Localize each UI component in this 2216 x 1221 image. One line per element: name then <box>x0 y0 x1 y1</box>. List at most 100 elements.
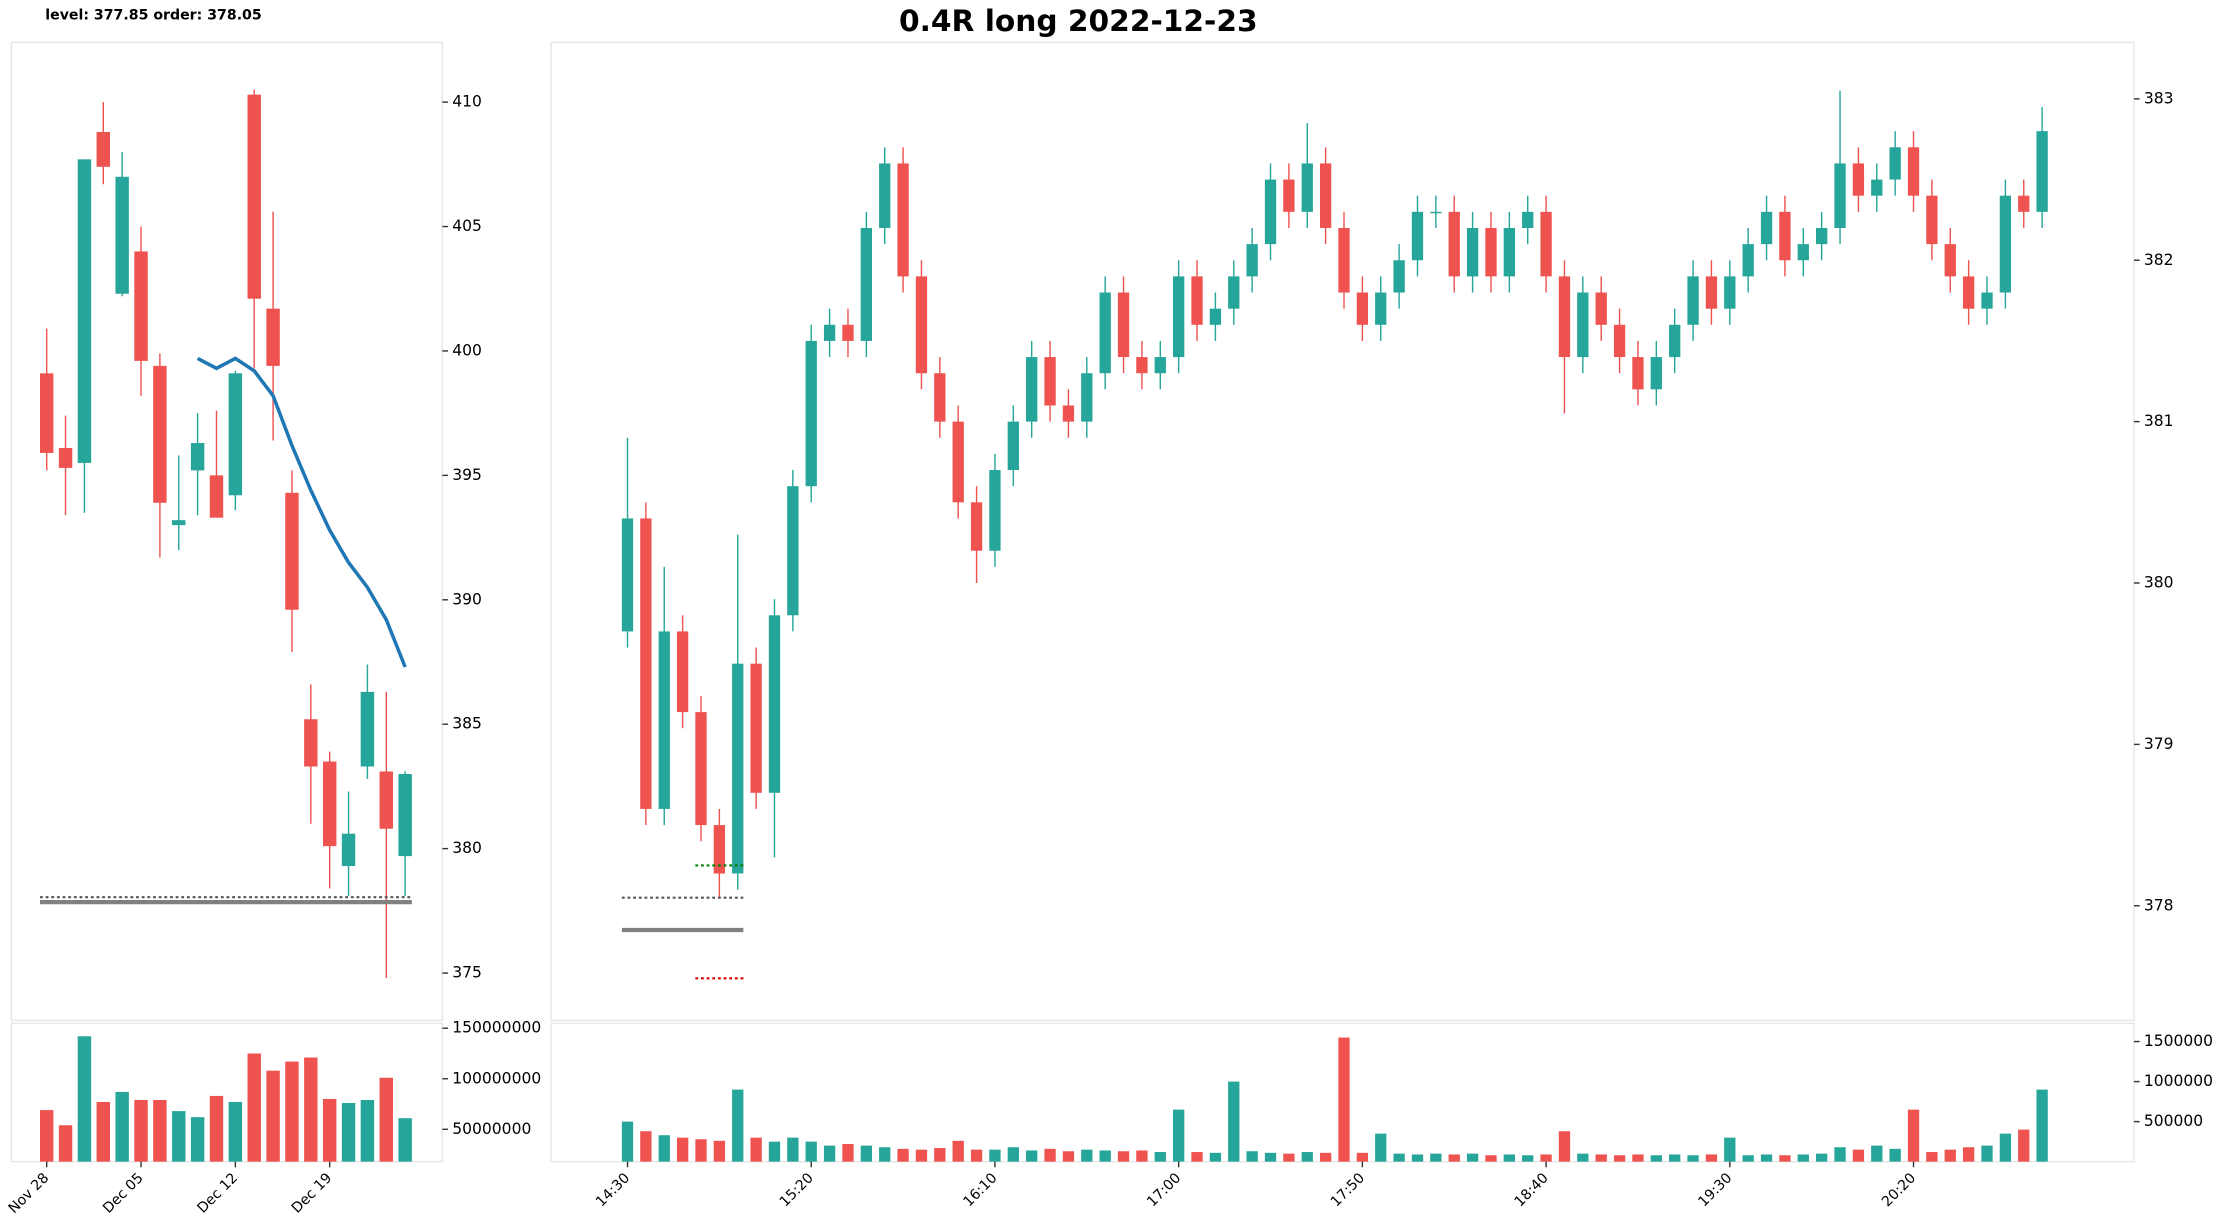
y-tick-label: 380 <box>452 839 482 857</box>
candle-body <box>1687 276 1699 325</box>
volume-bar <box>879 1147 891 1162</box>
volume-bar <box>1081 1149 1093 1162</box>
candle-body <box>842 324 854 341</box>
candle-body <box>360 691 375 767</box>
candle-body <box>1522 211 1534 228</box>
y-tick-label: 390 <box>452 590 482 608</box>
candle-body <box>1246 244 1258 277</box>
volume-bar <box>1375 1133 1387 1162</box>
volume-bar <box>1246 1151 1258 1162</box>
volume-bar <box>172 1111 186 1162</box>
volume-bar <box>1687 1155 1699 1162</box>
candle-body <box>1062 405 1075 422</box>
candle-body <box>1319 163 1332 228</box>
volume-bar <box>621 1121 634 1162</box>
volume-bar <box>1889 1148 1901 1162</box>
x-tick-label: Dec 05 <box>100 1170 147 1217</box>
volume-bar <box>1393 1153 1405 1162</box>
candle-body <box>1228 276 1240 309</box>
volume-bar <box>1907 1109 1920 1162</box>
candle-body <box>676 631 689 713</box>
volume-bar <box>823 1145 836 1162</box>
volume-bar <box>209 1095 224 1162</box>
candle-body <box>1962 276 1975 309</box>
candle-body <box>1724 276 1736 309</box>
candle-body <box>1907 147 1920 196</box>
volume-bar <box>732 1089 744 1162</box>
candle-body <box>1816 227 1828 245</box>
y-tick-label: 378 <box>2144 896 2174 914</box>
candle-body <box>658 631 670 809</box>
volume-bar <box>713 1140 726 1162</box>
candle-body <box>153 365 167 503</box>
candle-body <box>96 131 111 167</box>
price-panel <box>550 41 2135 1022</box>
candle-body <box>1779 211 1791 261</box>
volume-bar <box>1926 1152 1938 1162</box>
volume-bar <box>379 1077 393 1162</box>
candle-body <box>58 448 73 468</box>
volume-bar <box>190 1117 205 1162</box>
volume-bar <box>1632 1154 1644 1162</box>
candle-body <box>915 276 928 374</box>
volume-bar <box>1650 1155 1662 1162</box>
candle-body <box>266 308 280 366</box>
volume-bar <box>77 1036 92 1162</box>
candle-body <box>1981 292 1993 309</box>
volume-bar <box>860 1145 872 1162</box>
y-tick-label: 385 <box>452 715 482 733</box>
candle-body <box>989 470 1001 551</box>
volume-bar <box>247 1053 261 1162</box>
candle-body <box>341 833 356 867</box>
candle-body <box>1356 292 1369 325</box>
candle-body <box>897 163 909 277</box>
volume-bar <box>341 1103 356 1162</box>
y-tick-label: 379 <box>2144 735 2174 753</box>
volume-bar <box>1007 1147 1019 1162</box>
volume-bar <box>787 1137 799 1162</box>
candle-body <box>209 475 224 518</box>
y-tick-label: 405 <box>452 217 482 235</box>
volume-bar <box>115 1091 129 1162</box>
candle-body <box>379 771 393 829</box>
candle-body <box>1338 227 1350 293</box>
candle-body <box>1632 357 1644 390</box>
x-tick-label: 20:20 <box>1879 1170 1919 1210</box>
volume-tick-label: 1000000 <box>2144 1072 2213 1090</box>
candle-body <box>1081 373 1093 422</box>
volume-bar <box>39 1110 54 1162</box>
candle-body <box>750 663 762 793</box>
header-note: level: 377.85 order: 378.05 <box>45 8 261 24</box>
volume-bar <box>285 1061 299 1162</box>
volume-bar <box>805 1141 817 1162</box>
y-tick-label: 381 <box>2144 412 2174 430</box>
volume-bar <box>1871 1145 1883 1162</box>
volume-bar <box>2036 1089 2048 1162</box>
candle-body <box>1760 211 1773 245</box>
volume-bar <box>1485 1155 1497 1162</box>
volume-bar <box>952 1140 964 1162</box>
candle-body <box>1705 276 1718 309</box>
candle-body <box>172 520 186 526</box>
candle-body <box>39 373 54 453</box>
volume-bar <box>96 1102 111 1162</box>
volume-bar <box>1558 1131 1571 1162</box>
candle-body <box>970 502 983 551</box>
volume-bar <box>1981 1145 1993 1162</box>
candle-body <box>1503 227 1515 277</box>
candle-body <box>1650 357 1662 390</box>
y-tick-label: 382 <box>2144 251 2174 269</box>
candle-body <box>1852 163 1865 196</box>
volume-bar <box>266 1070 280 1162</box>
candle-body <box>1301 163 1313 212</box>
volume-bar <box>1577 1153 1589 1162</box>
candle-body <box>1944 244 1956 277</box>
candle-body <box>115 176 129 294</box>
candle-body <box>1264 179 1277 245</box>
candle-body <box>1007 421 1019 471</box>
volume-bar <box>1705 1154 1718 1162</box>
volume-bar <box>322 1098 337 1162</box>
volume-tick-label: 150000000 <box>452 1019 541 1037</box>
chart-title: 0.4R long 2022-12-23 <box>899 3 1258 38</box>
volume-bar <box>1466 1153 1479 1162</box>
